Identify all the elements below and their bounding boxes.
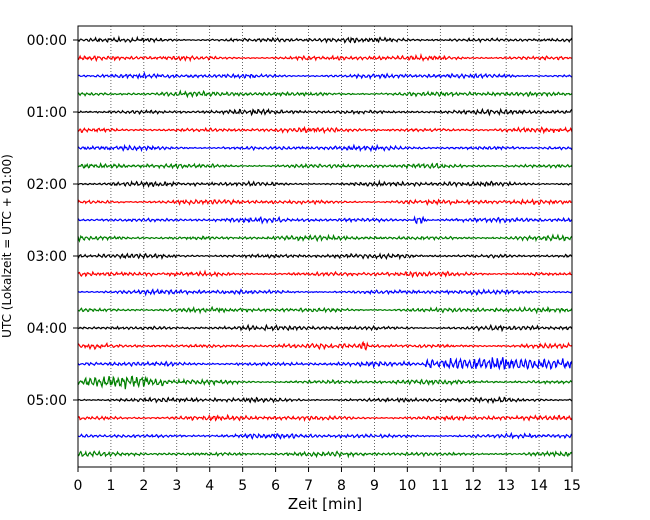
trace-row xyxy=(77,323,573,333)
trace-row xyxy=(77,375,573,390)
trace-row xyxy=(77,71,573,81)
x-tick-label: 0 xyxy=(74,478,83,494)
trace-row xyxy=(77,357,573,371)
trace-row xyxy=(77,252,573,261)
x-tick-label: 15 xyxy=(563,478,581,494)
trace-row xyxy=(77,449,573,459)
x-axis: 0 1 2 3 4 5 6 7 8 9 10 11 12 13 14 15 xyxy=(74,467,581,494)
y-tick-label: 04:00 xyxy=(27,321,67,337)
trace-row xyxy=(77,161,573,170)
trace-row xyxy=(77,107,573,117)
trace-row xyxy=(77,198,573,206)
x-tick-label: 14 xyxy=(530,478,548,494)
y-axis: 00:00 01:00 02:00 03:00 04:00 05:00 xyxy=(27,33,78,409)
x-tick-label: 11 xyxy=(431,478,449,494)
x-tick-label: 6 xyxy=(271,478,280,494)
trace-row xyxy=(77,305,573,315)
plot-frame xyxy=(77,25,573,468)
x-tick-label: 2 xyxy=(139,478,148,494)
x-axis-label: Zeit [min] xyxy=(288,495,362,513)
trace-row xyxy=(77,233,573,243)
trace-row xyxy=(77,125,573,135)
trace-row xyxy=(77,52,572,63)
y-tick-label: 01:00 xyxy=(27,105,67,121)
x-tick-label: 7 xyxy=(304,478,313,494)
x-tick-label: 1 xyxy=(106,478,115,494)
trace-row xyxy=(77,431,573,441)
y-tick-label: 02:00 xyxy=(27,177,67,193)
trace-row xyxy=(77,179,573,189)
x-tick-label: 12 xyxy=(464,478,482,494)
x-tick-label: 13 xyxy=(497,478,515,494)
trace-row xyxy=(77,269,573,279)
trace-row xyxy=(77,35,573,44)
y-tick-label: 03:00 xyxy=(27,249,67,265)
x-tick-label: 3 xyxy=(172,478,181,494)
trace-row xyxy=(77,413,573,423)
x-tick-label: 10 xyxy=(398,478,416,494)
trace-row xyxy=(77,288,573,297)
y-axis-label: UTC (Lokalzeit = UTC + 01:00) xyxy=(0,154,14,338)
trace-row xyxy=(77,215,573,225)
seismic-traces xyxy=(77,35,573,459)
y-tick-label: 00:00 xyxy=(27,33,67,49)
trace-row xyxy=(77,89,573,99)
y-tick-label: 05:00 xyxy=(27,393,67,409)
x-tick-label: 5 xyxy=(238,478,247,494)
trace-row xyxy=(77,340,573,351)
x-tick-label: 8 xyxy=(337,478,346,494)
x-tick-label: 9 xyxy=(370,478,379,494)
trace-row xyxy=(77,143,573,153)
trace-row xyxy=(77,395,573,404)
x-tick-label: 4 xyxy=(205,478,214,494)
